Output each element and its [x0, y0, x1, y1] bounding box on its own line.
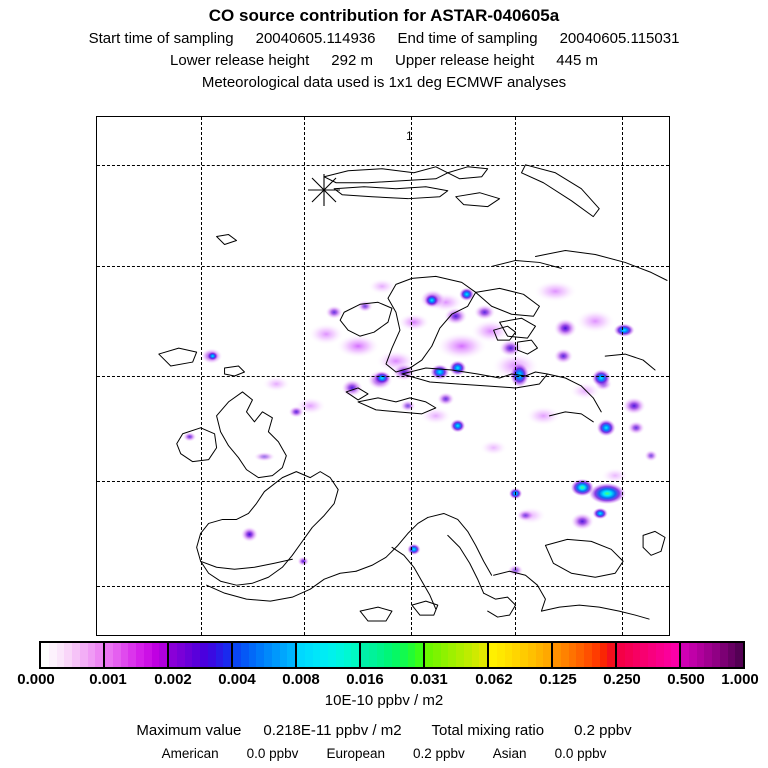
colorbar-gradient [39, 641, 745, 669]
footer-summary-row: Maximum value 0.218E-11 ppbv / m2 Total … [0, 722, 768, 740]
spacer [234, 28, 256, 49]
spacer [385, 746, 413, 762]
maximum-value-label: Maximum value [136, 722, 242, 739]
met-data-label: Meteorological data used is 1x1 deg ECMW… [201, 74, 567, 91]
american-label: American [161, 746, 219, 761]
page-title: CO source contribution for ASTAR-040605a [208, 6, 560, 25]
colorbar-tick: 0.000 [17, 671, 55, 688]
contour-label-1: 1 [406, 129, 413, 143]
sampling-time-row: Start time of sampling 20040605.114936 E… [0, 28, 768, 49]
european-value: 0.2 ppbv [413, 746, 465, 761]
spacer [373, 50, 395, 71]
spacer [375, 28, 397, 49]
colorbar-tick: 0.002 [154, 671, 192, 688]
colorbar-tick: 0.004 [218, 671, 256, 688]
colorbar-segment [169, 643, 233, 667]
map-canvas: 1 [97, 117, 669, 635]
colorbar-segment [297, 643, 361, 667]
total-mixing-ratio-label: Total mixing ratio [431, 722, 545, 739]
colorbar-segment [233, 643, 297, 667]
asian-value: 0.0 ppbv [554, 746, 607, 761]
asian-label: Asian [492, 746, 527, 761]
american-value: 0.0 ppbv [246, 746, 299, 761]
colorbar [39, 641, 745, 669]
met-data-row: Meteorological data used is 1x1 deg ECMW… [0, 72, 768, 93]
colorbar-segment [425, 643, 489, 667]
total-mixing-ratio-value: 0.2 ppbv [574, 722, 632, 739]
star-marker-icon [308, 174, 340, 206]
colorbar-tick: 0.250 [603, 671, 641, 688]
colorbar-tick: 0.008 [282, 671, 320, 688]
start-time-value: 20040605.114936 [255, 30, 376, 47]
colorbar-segment [489, 643, 553, 667]
colorbar-ticklabels: 0.000 0.001 0.002 0.004 0.008 0.016 0.03… [0, 671, 768, 691]
colorbar-tick: 1.000 [721, 671, 759, 688]
release-height-row: Lower release height 292 m Upper release… [0, 50, 768, 71]
lower-release-label: Lower release height [170, 52, 310, 69]
lower-release-value: 292 m [331, 52, 373, 69]
figure-header: CO source contribution for ASTAR-040605a… [0, 0, 768, 93]
end-time-value: 20040605.115031 [559, 30, 680, 47]
spacer [534, 50, 556, 71]
upper-release-label: Upper release height [395, 52, 535, 69]
colorbar-tick: 0.125 [539, 671, 577, 688]
plume-hot-layer [206, 287, 636, 556]
european-label: European [326, 746, 385, 761]
spacer [298, 746, 326, 762]
start-time-label: Start time of sampling [88, 30, 234, 47]
map-plot-area: 1 [96, 116, 670, 636]
colorbar-unit-label: 10E-10 ppbv / m2 [324, 692, 444, 709]
concentration-field [182, 278, 659, 577]
coastline-map [158, 164, 668, 622]
colorbar-tick: 0.016 [346, 671, 384, 688]
end-time-label: End time of sampling [397, 30, 538, 47]
spacer [241, 722, 263, 740]
spacer [538, 28, 560, 49]
colorbar-tick: 0.500 [667, 671, 705, 688]
spacer [527, 746, 555, 762]
colorbar-segment [361, 643, 425, 667]
colorbar-tick: 0.001 [89, 671, 127, 688]
colorbar-segment [681, 643, 743, 667]
spacer [465, 746, 493, 762]
plume-peak-layer [570, 478, 627, 520]
colorbar-segment [617, 643, 681, 667]
colorbar-segment [41, 643, 105, 667]
maximum-value: 0.218E-11 ppbv / m2 [263, 722, 402, 739]
colorbar-tick: 0.031 [410, 671, 448, 688]
footer-region-row: American 0.0 ppbv European 0.2 ppbv Asia… [0, 746, 768, 762]
upper-release-value: 445 m [556, 52, 598, 69]
spacer [309, 50, 331, 71]
plume-faint-layer [262, 278, 630, 525]
spacer [402, 722, 432, 740]
spacer [544, 722, 574, 740]
spacer [219, 746, 247, 762]
colorbar-tick: 0.062 [475, 671, 513, 688]
colorbar-segment [105, 643, 169, 667]
colorbar-segment [553, 643, 617, 667]
